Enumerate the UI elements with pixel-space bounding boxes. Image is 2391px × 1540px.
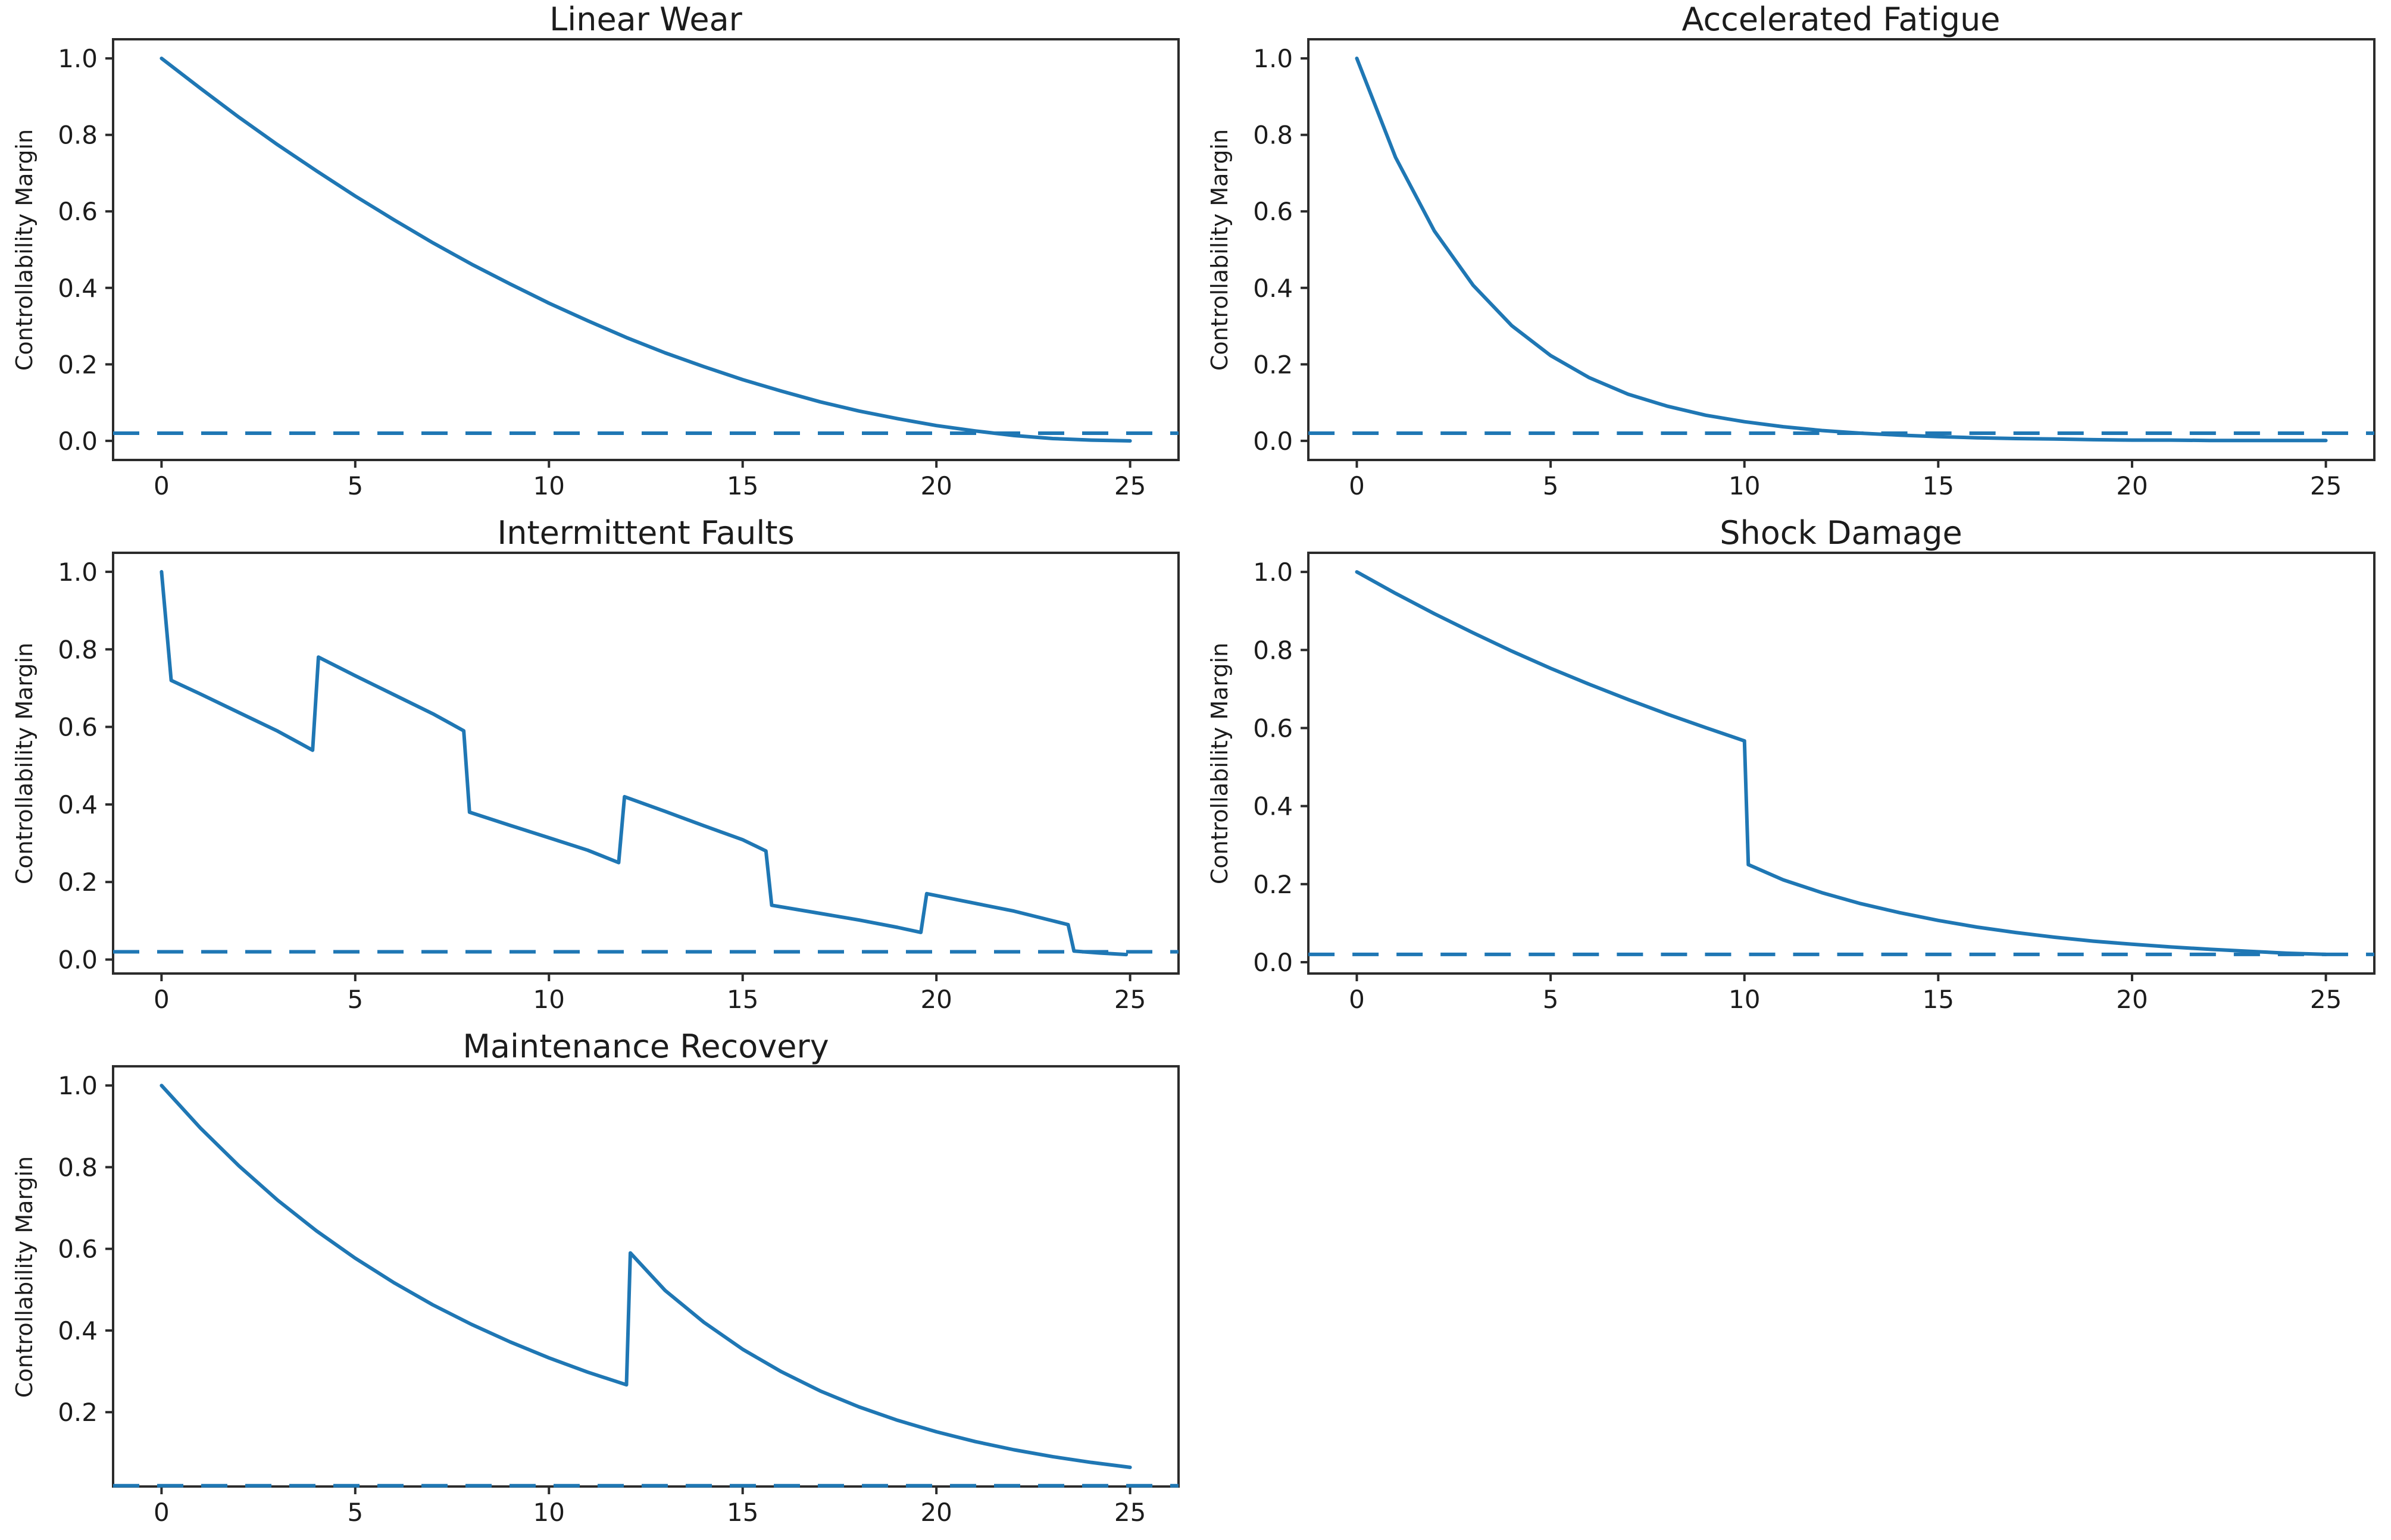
subplot-intermittent-faults: Intermittent Faults Controllability Marg… — [0, 514, 1195, 1027]
y-tick-label: 0.8 — [58, 635, 98, 664]
x-tick-label: 5 — [1543, 471, 1559, 500]
y-tick-label: 0.4 — [1253, 274, 1293, 303]
plot-canvas: 0 5 10 15 20 25 0.0 0.2 0.4 0.6 0.8 1.0 — [58, 552, 1180, 1014]
x-tick-label: 20 — [920, 471, 952, 500]
x-tick-label: 15 — [1923, 985, 1954, 1014]
x-tick-label: 0 — [154, 985, 170, 1014]
margin-curve — [160, 569, 1129, 957]
x-tick-label: 15 — [727, 1498, 758, 1527]
plot-border — [112, 552, 1180, 975]
x-tick-label: 5 — [347, 985, 363, 1014]
y-tick-label: 0.2 — [58, 1398, 98, 1427]
x-tick-label: 5 — [347, 471, 363, 500]
y-tick-label: 0.6 — [58, 197, 98, 226]
margin-curve — [160, 1084, 1132, 1469]
x-tick-label: 10 — [1729, 471, 1760, 500]
y-tick-label: 0.4 — [1253, 792, 1293, 821]
x-tick-label: 0 — [154, 1498, 170, 1527]
y-axis-label: Controllability Margin — [11, 642, 37, 885]
x-tick-label: 15 — [727, 471, 758, 500]
chart-title: Linear Wear — [549, 1, 742, 38]
margin-curve — [1355, 57, 2328, 443]
x-tick-label: 25 — [2310, 985, 2342, 1014]
y-tick-label: 0.2 — [58, 868, 98, 897]
y-tick-label: 0.6 — [58, 1235, 98, 1264]
x-tick-label: 10 — [1729, 985, 1760, 1014]
subplot-shock-damage: Shock Damage Controllability Margin 0 5 10… — [1195, 514, 2391, 1027]
y-tick-label: 0.2 — [1253, 350, 1293, 379]
y-tick-label: 0.6 — [1253, 713, 1293, 743]
subplot-maintenance-recovery: Maintenance Recovery Controllability Mar… — [0, 1027, 1195, 1540]
plot-border — [1307, 38, 2376, 461]
chart-title: Maintenance Recovery — [462, 1028, 829, 1065]
subplot-linear-wear: Linear Wear Controllability Margin 0 5 10 1… — [0, 0, 1195, 514]
chart-title: Intermittent Faults — [497, 514, 795, 552]
chart-title: Accelerated Fatigue — [1681, 1, 2001, 38]
x-tick-label: 20 — [2116, 471, 2148, 500]
x-tick-label: 15 — [1923, 471, 1954, 500]
y-tick-label: 0.2 — [58, 350, 98, 379]
plot-canvas: 0 5 10 15 20 25 0.0 0.2 0.4 0.6 0.8 1.0 — [58, 38, 1180, 500]
y-tick-label: 0.8 — [1253, 636, 1293, 665]
chart-title: Shock Damage — [1720, 514, 1962, 552]
y-tick-label: 0.0 — [1253, 427, 1293, 456]
margin-curve — [1355, 570, 2328, 956]
x-tick-label: 15 — [727, 985, 758, 1014]
y-tick-label: 0.8 — [58, 1153, 98, 1182]
x-tick-label: 25 — [1114, 985, 1146, 1014]
plot-canvas: 0 5 10 15 20 25 0.2 0.4 0.6 0.8 1.0 — [58, 1065, 1180, 1527]
margin-curve — [160, 57, 1132, 443]
x-tick-label: 5 — [347, 1498, 363, 1527]
subplot-accelerated-fatigue: Accelerated Fatigue Controllability Marg… — [1195, 0, 2391, 514]
x-tick-label: 0 — [1349, 985, 1365, 1014]
x-tick-label: 20 — [920, 1498, 952, 1527]
y-tick-label: 0.2 — [1253, 870, 1293, 899]
y-tick-label: 0.6 — [58, 713, 98, 742]
x-tick-label: 20 — [2116, 985, 2148, 1014]
empty-panel — [1195, 1027, 2391, 1540]
y-tick-label: 0.4 — [58, 1316, 98, 1345]
y-tick-label: 0.0 — [58, 946, 98, 975]
x-tick-label: 10 — [533, 1498, 565, 1527]
y-tick-label: 0.4 — [58, 790, 98, 819]
x-tick-label: 0 — [1349, 471, 1365, 500]
y-axis-label: Controllability Margin — [11, 1156, 37, 1398]
y-tick-label: 1.0 — [1253, 558, 1293, 587]
y-tick-label: 1.0 — [58, 1071, 98, 1100]
x-tick-label: 10 — [533, 471, 565, 500]
x-tick-label: 25 — [2310, 471, 2342, 500]
y-axis-label: Controllability Margin — [1207, 129, 1233, 371]
plot-border — [1307, 552, 2376, 975]
y-tick-label: 0.0 — [1253, 948, 1293, 977]
plot-canvas: 0 5 10 15 20 25 0.0 0.2 0.4 0.6 0.8 1.0 — [1253, 552, 2376, 1014]
y-axis-label: Controllability Margin — [11, 129, 37, 371]
x-tick-label: 25 — [1114, 471, 1146, 500]
x-tick-label: 20 — [920, 985, 952, 1014]
plot-canvas: 0 5 10 15 20 25 0.0 0.2 0.4 0.6 0.8 1.0 — [1253, 38, 2376, 500]
y-axis-label: Controllability Margin — [1207, 642, 1233, 885]
y-tick-label: 0.8 — [58, 121, 98, 150]
x-tick-label: 25 — [1114, 1498, 1146, 1527]
y-tick-label: 0.8 — [1253, 121, 1293, 150]
y-tick-label: 1.0 — [58, 44, 98, 73]
x-tick-label: 0 — [154, 471, 170, 500]
plot-border — [112, 1065, 1180, 1488]
y-tick-label: 0.4 — [58, 274, 98, 303]
x-tick-label: 5 — [1543, 985, 1559, 1014]
y-tick-label: 0.0 — [58, 427, 98, 456]
plot-border — [112, 38, 1180, 461]
x-tick-label: 10 — [533, 985, 565, 1014]
y-tick-label: 1.0 — [1253, 44, 1293, 73]
y-tick-label: 0.6 — [1253, 197, 1293, 226]
y-tick-label: 1.0 — [58, 558, 98, 587]
